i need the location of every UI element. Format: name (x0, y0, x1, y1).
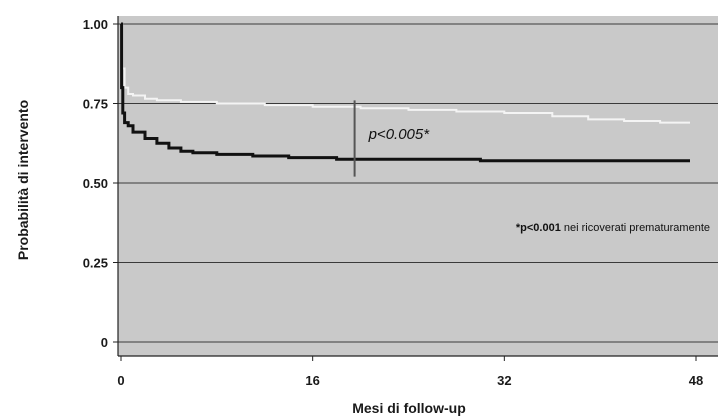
series-layer (120, 22, 690, 163)
y-tick-label: 0.50 (83, 176, 108, 191)
y-tick-label: 1.00 (83, 17, 108, 32)
y-tick-label: 0 (101, 335, 108, 350)
y-tick-label: 0.75 (83, 97, 108, 112)
x-tick-label: 0 (117, 373, 124, 388)
ticks: 0 0.25 0.50 0.75 1.00 0 16 32 48 (83, 17, 704, 388)
x-tick-label: 16 (305, 373, 319, 388)
plot-background (118, 16, 718, 356)
y-tick-label: 0.25 (83, 256, 108, 271)
footnote-p-value: *p<0.001 (516, 222, 561, 234)
footnote-text: nei ricoverati prematuramente (561, 222, 710, 234)
p-value-annotation: p<0.005* (368, 126, 431, 143)
series-line (121, 23, 690, 124)
y-axis-title: Probabilità di intervento (15, 100, 31, 260)
x-axis-title: Mesi di follow-up (352, 400, 466, 416)
axes (117, 16, 718, 357)
footnote: *p<0.001 nei ricoverati prematuramente (516, 222, 710, 234)
x-tick-label: 48 (689, 373, 703, 388)
x-tick-label: 32 (497, 373, 511, 388)
series-line (120, 22, 690, 163)
